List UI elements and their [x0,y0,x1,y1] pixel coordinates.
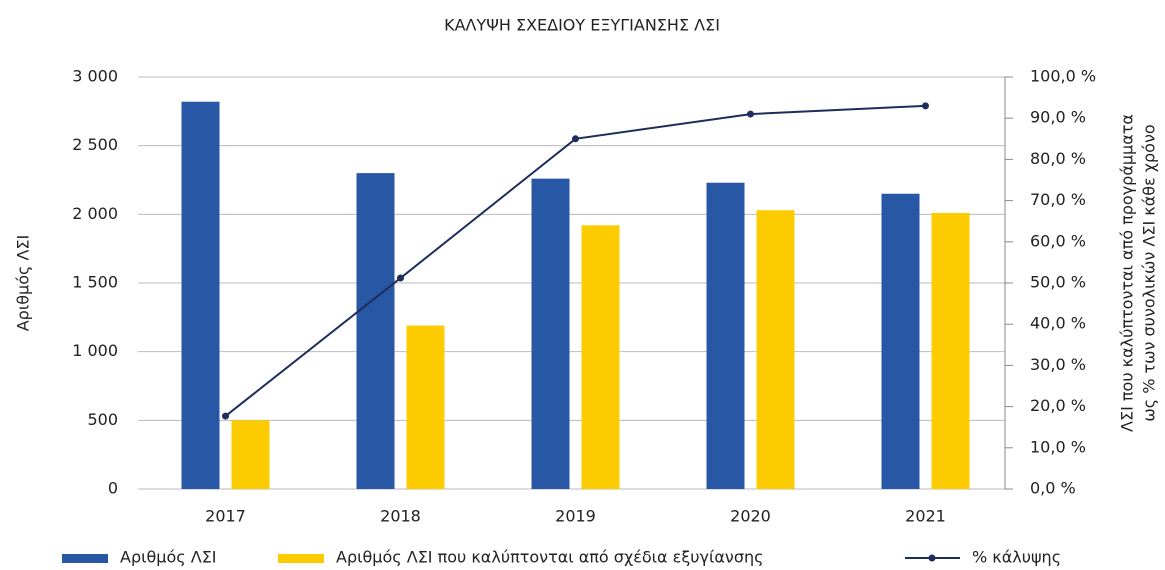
x-tick-label: 2017 [205,507,246,526]
y-tick-label: 500 [87,410,118,429]
y2-tick-label: 30,0 % [1030,355,1086,374]
bar [531,178,570,490]
y-tick-label: 2 500 [72,135,118,154]
y2-tick-label: 20,0 % [1030,396,1086,415]
y2-tick-label: 50,0 % [1030,273,1086,292]
x-tick-label: 2020 [730,507,771,526]
line-point [922,102,929,110]
y2-tick-label: 100,0 % [1030,67,1096,86]
line-point [747,110,754,118]
line-point [572,135,579,143]
legend-label: % κάλυψης [972,548,1061,567]
x-tick-label: 2021 [905,507,946,526]
bar [706,182,745,489]
y2-tick-label: 80,0 % [1030,149,1086,168]
y2-tick-label: 90,0 % [1030,108,1086,127]
y2-axis-title: ΛΣΙ που καλύπτονται από προγράμματα [1118,114,1137,432]
bar [581,225,620,489]
bar [931,212,970,489]
bar [356,173,395,489]
legend-label: Αριθμός ΛΣΙ [120,548,217,567]
bar [406,325,445,489]
y2-tick-label: 60,0 % [1030,231,1086,250]
y-axis-title: Αριθμός ΛΣΙ [14,235,33,332]
y2-tick-label: 70,0 % [1030,190,1086,209]
x-tick-label: 2018 [380,507,421,526]
bar [756,210,795,490]
bar [181,101,220,489]
y-tick-label: 3 000 [72,67,118,86]
line-point [222,412,229,420]
legend-label: Αριθμός ΛΣΙ που καλύπτονται από σχέδια ε… [336,548,764,567]
legend-swatch [278,554,324,563]
x-tick-label: 2019 [555,507,596,526]
chart-title: ΚΑΛΥΨΗ ΣΧΕΔΙΟΥ ΕΞΥΓΙΑΝΣΗΣ ΛΣΙ [444,16,720,35]
y-tick-label: 1 500 [72,273,118,292]
y-tick-label: 2 000 [72,204,118,223]
line-point [397,274,404,282]
line [224,104,926,417]
legend-swatch [928,554,936,562]
y2-tick-label: 0,0 % [1030,479,1076,498]
y2-tick-label: 10,0 % [1030,437,1086,456]
y2-axis-title: ως % των συνολικών ΛΣΙ κάθε χρόνο [1140,124,1159,421]
bar [881,193,920,489]
y2-tick-label: 40,0 % [1030,314,1086,333]
y-tick-label: 1 000 [72,341,118,360]
legend-swatch [62,554,108,563]
bar [231,420,270,489]
y-tick-label: 0 [108,479,118,498]
